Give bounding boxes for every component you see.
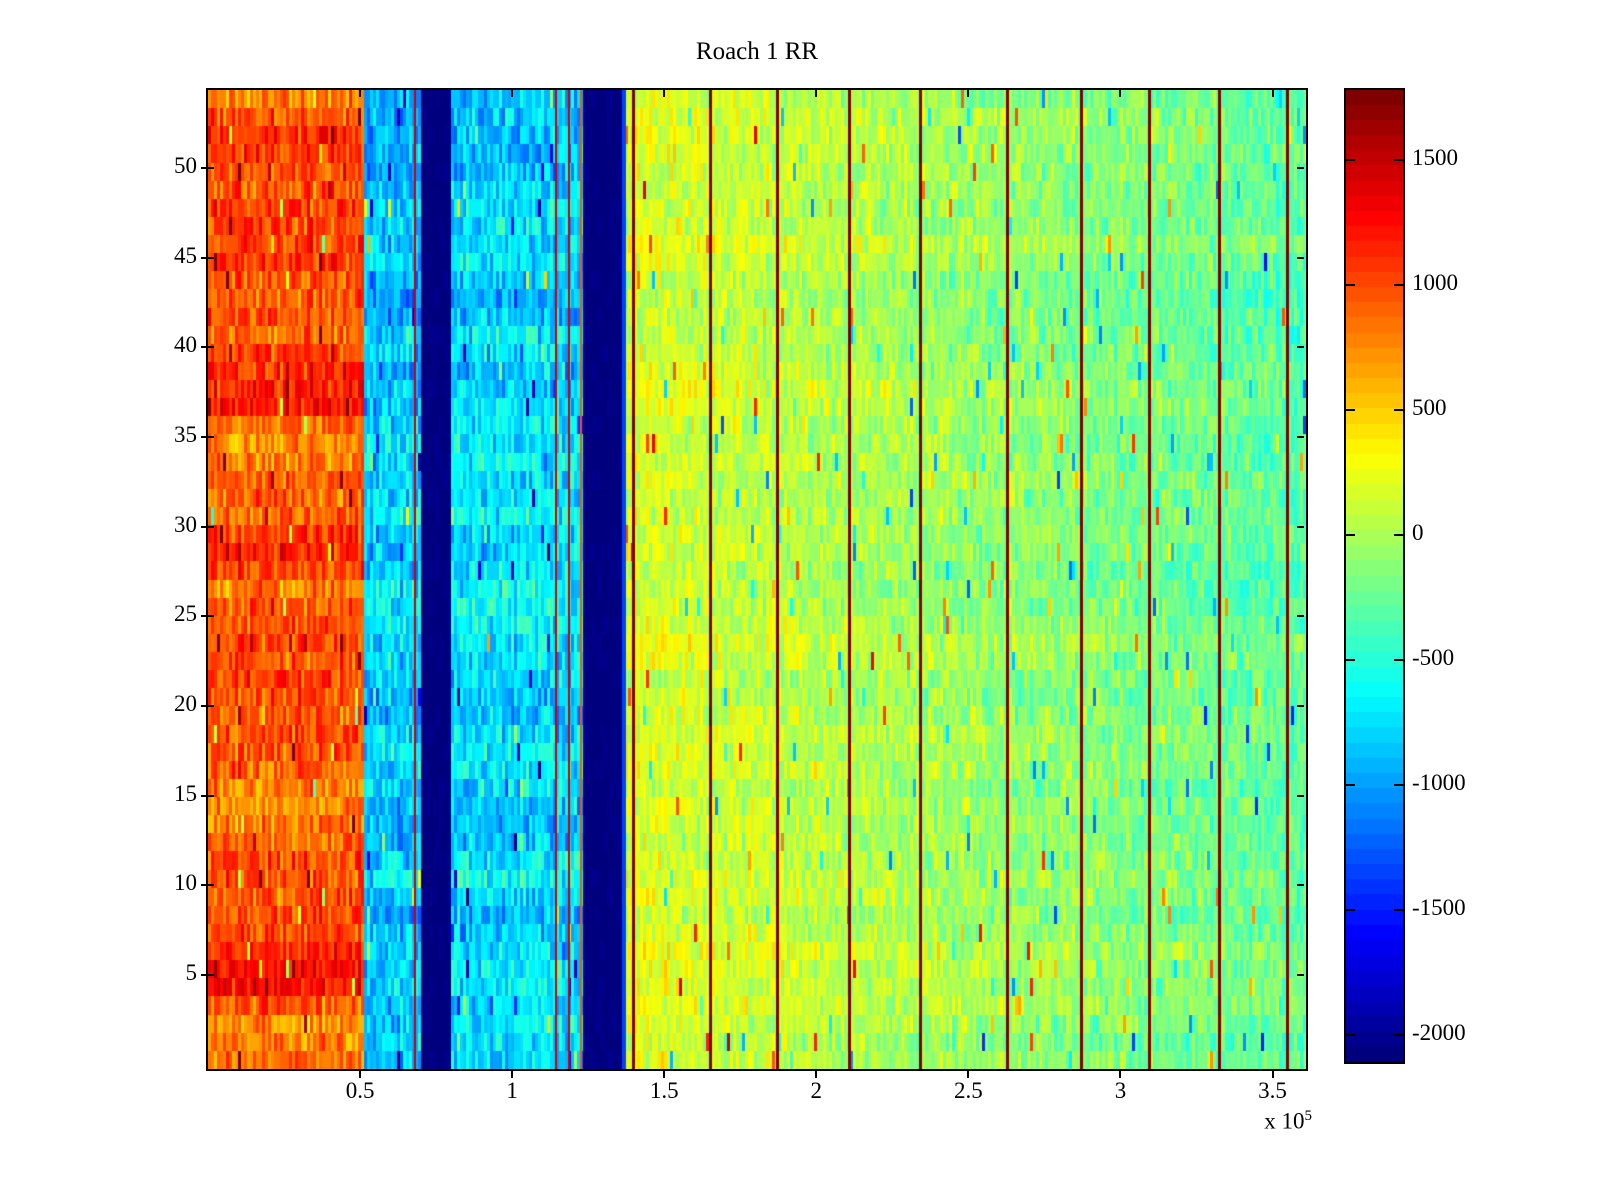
- x-axis-multiplier-exponent: 5: [1304, 1108, 1313, 1124]
- x-tick-label: 3: [1114, 1078, 1127, 1103]
- y-tick-right: [1297, 256, 1304, 259]
- colorbar-tick-right: [1394, 158, 1403, 161]
- x-tick-top: [359, 90, 362, 97]
- y-tick: [201, 256, 214, 259]
- y-tick-right: [1297, 794, 1304, 797]
- colorbar-tick-left: [1346, 1033, 1355, 1036]
- colorbar-tick-left: [1346, 408, 1355, 411]
- y-tick-label: 20: [174, 691, 197, 717]
- y-tick-label: 45: [174, 242, 197, 268]
- y-tick-right: [1297, 436, 1304, 439]
- colorbar-tick-right: [1394, 283, 1403, 286]
- y-tick-label: 5: [185, 960, 198, 986]
- colorbar-tick-right: [1394, 658, 1403, 661]
- colorbar-tick-label: 0: [1412, 519, 1424, 545]
- colorbar-tick-left: [1346, 158, 1355, 161]
- colorbar-canvas: [1346, 90, 1403, 1062]
- colorbar-tick-left: [1346, 658, 1355, 661]
- colorbar-tick-label: 1000: [1412, 269, 1458, 295]
- x-tick-top: [1271, 90, 1274, 97]
- x-tick-label: 1: [506, 1078, 518, 1103]
- y-tick-right: [1297, 705, 1304, 708]
- x-tick-top: [967, 90, 970, 97]
- x-tick-top: [815, 90, 818, 97]
- y-tick-right: [1297, 525, 1304, 528]
- colorbar: [1344, 88, 1405, 1064]
- colorbar-tick-left: [1346, 533, 1355, 536]
- y-tick: [201, 884, 214, 887]
- y-tick: [201, 794, 214, 797]
- colorbar-tick-label: -2000: [1412, 1019, 1466, 1045]
- colorbar-tick-left: [1346, 908, 1355, 911]
- x-tick-top: [511, 90, 514, 97]
- x-tick-label: 0.5: [345, 1078, 375, 1103]
- colorbar-tick-label: -1000: [1412, 769, 1466, 795]
- colorbar-tick-right: [1394, 1033, 1403, 1036]
- y-tick: [201, 167, 214, 170]
- colorbar-tick-left: [1346, 283, 1355, 286]
- x-tick-top: [1119, 90, 1122, 97]
- x-tick: [511, 1071, 514, 1078]
- x-tick-label: 1.5: [649, 1078, 679, 1103]
- y-tick-right: [1297, 167, 1304, 170]
- colorbar-tick-label: 500: [1412, 394, 1447, 420]
- y-tick-right: [1297, 615, 1304, 618]
- x-tick-label: 2.5: [954, 1078, 983, 1103]
- colorbar-tick-right: [1394, 783, 1403, 786]
- colorbar-tick-right: [1394, 533, 1403, 536]
- x-tick: [967, 1071, 970, 1078]
- x-tick: [663, 1071, 666, 1078]
- colorbar-tick-label: 1500: [1412, 144, 1458, 170]
- y-tick-label: 10: [174, 870, 197, 896]
- x-tick-label: 3.5: [1258, 1078, 1287, 1103]
- x-axis-multiplier-label: x 105: [1222, 1108, 1312, 1135]
- x-tick: [1271, 1071, 1274, 1078]
- y-tick: [201, 615, 214, 618]
- colorbar-tick-right: [1394, 908, 1403, 911]
- x-axis-multiplier-base: x 10: [1264, 1108, 1305, 1134]
- y-tick: [201, 346, 214, 349]
- x-tick: [359, 1071, 362, 1078]
- x-tick-top: [663, 90, 666, 97]
- y-tick-right: [1297, 974, 1304, 977]
- x-tick: [1119, 1071, 1122, 1078]
- chart-title: Roach 1 RR: [695, 38, 819, 65]
- y-tick-right: [1297, 884, 1304, 887]
- y-tick-label: 25: [174, 601, 197, 627]
- y-tick: [201, 436, 214, 439]
- heatmap-canvas: [208, 90, 1306, 1069]
- colorbar-tick-label: -1500: [1412, 894, 1466, 920]
- colorbar-tick-right: [1394, 408, 1403, 411]
- x-tick: [815, 1071, 818, 1078]
- y-tick-label: 35: [174, 422, 197, 448]
- y-tick-label: 15: [174, 780, 197, 806]
- y-tick-label: 50: [174, 153, 197, 179]
- y-tick-label: 40: [174, 332, 197, 358]
- y-tick: [201, 705, 214, 708]
- y-tick: [201, 525, 214, 528]
- colorbar-tick-label: -500: [1412, 644, 1455, 670]
- x-tick-label: 2: [810, 1078, 823, 1103]
- y-tick-right: [1297, 346, 1304, 349]
- y-tick: [201, 974, 214, 977]
- plot-area: [206, 88, 1308, 1071]
- colorbar-tick-left: [1346, 783, 1355, 786]
- y-tick-label: 30: [174, 511, 197, 537]
